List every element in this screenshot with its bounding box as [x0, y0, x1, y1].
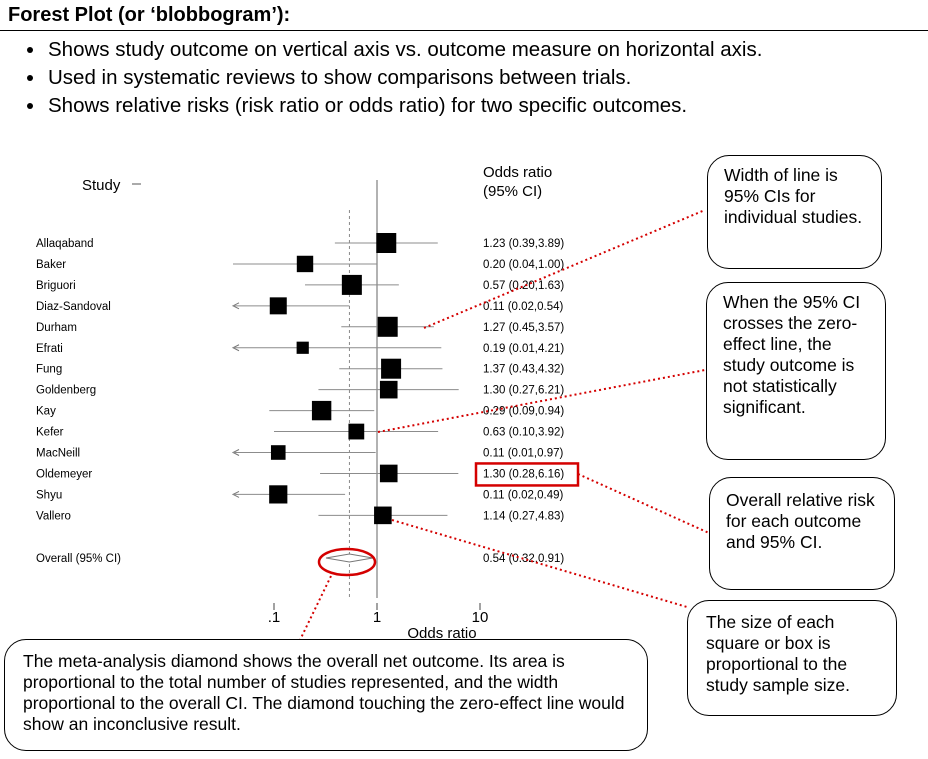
study-name: Allaqaband	[36, 238, 94, 250]
study-name: Shyu	[36, 489, 62, 501]
bullet-item: Shows study outcome on vertical axis vs.…	[46, 36, 762, 64]
annotations	[299, 209, 710, 641]
study-square	[381, 358, 402, 379]
study-row: Durham 1.27 (0.45,3.57)	[36, 316, 564, 337]
bullet-item: Shows relative risks (risk ratio or odds…	[46, 92, 762, 120]
study-row: MacNeill 0.11 (0.01,0.97)	[36, 445, 564, 460]
or-label: 0.63 (0.10,3.92)	[483, 427, 564, 439]
callout-line-width: Width of line is 95% CIs for individual …	[707, 155, 882, 269]
study-square	[270, 445, 286, 460]
or-label: 0.11 (0.02,0.49)	[483, 489, 564, 501]
study-row: Vallero 1.14 (0.27,4.83)	[36, 506, 564, 525]
study-row: Efrati 0.19 (0.01,4.21)	[36, 341, 564, 355]
or-label: 0.57 (0.20,1.63)	[483, 280, 564, 292]
page-title: Forest Plot (or ‘blobbogram’):	[8, 4, 291, 26]
study-row: Diaz-Sandoval 0.11 (0.02,0.54)	[36, 297, 564, 315]
connector-diamond	[299, 575, 332, 641]
study-square	[348, 423, 365, 440]
study-square	[379, 464, 398, 483]
or-column-header-line1: Odds ratio	[483, 164, 552, 181]
or-label: 0.20 (0.04,1.00)	[483, 259, 564, 271]
or-label: 0.11 (0.02,0.54)	[483, 301, 564, 313]
study-name: Fung	[36, 364, 62, 376]
highlight-ellipse	[317, 547, 377, 577]
connector-line-width	[423, 209, 706, 329]
x-axis: .1 1 10	[268, 603, 489, 626]
or-column-header-line2: (95% CI)	[483, 183, 542, 200]
x-tick-label: .1	[268, 609, 281, 626]
overall-row: Overall (95% CI) 0.54 (0.32,0.91)	[36, 553, 564, 565]
or-label: 1.27 (0.45,3.57)	[483, 322, 564, 334]
or-label: 0.11 (0.01,0.97)	[483, 448, 564, 460]
title-divider	[0, 30, 928, 31]
study-row: Briguori 0.57 (0.20,1.63)	[36, 274, 564, 295]
or-label: 0.29 (0.09,0.94)	[483, 406, 564, 418]
or-label: 1.14 (0.27,4.83)	[483, 510, 564, 522]
study-square	[379, 380, 398, 399]
callout-zero-effect: When the 95% CI crosses the zero-effect …	[706, 282, 886, 460]
bullet-item: Used in systematic reviews to show compa…	[46, 64, 762, 92]
study-name: Efrati	[36, 343, 63, 355]
or-label: 1.30 (0.28,6.16)	[483, 468, 564, 480]
study-name: Vallero	[36, 510, 71, 522]
study-name: Kay	[36, 406, 56, 418]
study-square	[376, 233, 397, 253]
study-row: Kay 0.29 (0.09,0.94)	[36, 400, 564, 421]
connector-overall-risk	[577, 473, 710, 534]
overall-or-label: 0.54 (0.32,0.91)	[483, 553, 564, 565]
study-rows: Allaqaband 1.23 (0.39,3.89) Baker 0.20 (0.0…	[36, 233, 564, 525]
study-row: Kefer 0.63 (0.10,3.92)	[36, 423, 564, 440]
overall-name: Overall (95% CI)	[36, 553, 121, 565]
or-label: 1.23 (0.39,3.89)	[483, 238, 564, 250]
x-tick-label: 1	[373, 609, 381, 626]
or-label: 0.19 (0.01,4.21)	[483, 343, 564, 355]
study-square	[269, 485, 288, 504]
study-name: Oldemeyer	[36, 468, 92, 480]
overall-diamond	[325, 553, 373, 563]
study-square	[341, 274, 362, 295]
connector-square-size	[391, 519, 688, 608]
study-name: MacNeill	[36, 448, 80, 460]
study-name: Goldenberg	[36, 385, 96, 397]
study-name: Briguori	[36, 280, 76, 292]
study-row: Baker 0.20 (0.04,1.00)	[36, 255, 564, 273]
study-square	[296, 255, 314, 273]
study-row: Oldemeyer 1.30 (0.28,6.16)	[36, 464, 564, 483]
study-row: Fung 1.37 (0.43,4.32)	[36, 358, 564, 379]
or-label: 1.30 (0.27,6.21)	[483, 385, 564, 397]
callout-diamond: The meta-analysis diamond shows the over…	[4, 639, 648, 751]
callout-square-size: The size of each square or box is propor…	[687, 600, 897, 716]
study-square	[311, 400, 332, 421]
x-axis-label: Odds ratio	[407, 625, 476, 642]
study-name: Durham	[36, 322, 77, 334]
study-square	[296, 341, 309, 354]
callout-overall-risk: Overall relative risk for each outcome a…	[709, 477, 895, 590]
study-square	[269, 297, 287, 315]
study-name: Kefer	[36, 427, 64, 439]
study-row: Allaqaband 1.23 (0.39,3.89)	[36, 233, 564, 253]
study-column-header: Study	[82, 177, 121, 194]
study-square	[374, 506, 392, 525]
bullet-list: Shows study outcome on vertical axis vs.…	[0, 36, 762, 120]
connector-zero-effect	[377, 369, 706, 433]
study-row: Shyu 0.11 (0.02,0.49)	[36, 485, 564, 504]
study-name: Diaz-Sandoval	[36, 301, 111, 313]
study-square	[377, 316, 398, 337]
x-tick-label: 10	[472, 609, 489, 626]
or-label: 1.37 (0.43,4.32)	[483, 364, 564, 376]
study-row: Goldenberg 1.30 (0.27,6.21)	[36, 380, 564, 399]
study-name: Baker	[36, 259, 66, 271]
